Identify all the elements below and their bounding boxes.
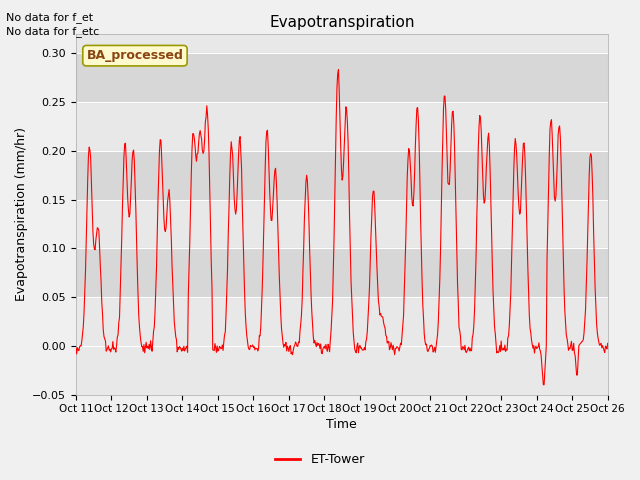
- Text: No data for f_et: No data for f_et: [6, 12, 93, 23]
- Title: Evapotranspiration: Evapotranspiration: [269, 15, 415, 30]
- Bar: [76, 151, 608, 200]
- Text: BA_processed: BA_processed: [86, 49, 184, 62]
- Legend: ET-Tower: ET-Tower: [270, 448, 370, 471]
- X-axis label: Time: Time: [326, 419, 357, 432]
- Bar: [76, 248, 608, 297]
- Text: No data for f_etc: No data for f_etc: [6, 26, 100, 37]
- Bar: [76, 53, 608, 102]
- Y-axis label: Evapotranspiration (mm/hr): Evapotranspiration (mm/hr): [15, 127, 28, 301]
